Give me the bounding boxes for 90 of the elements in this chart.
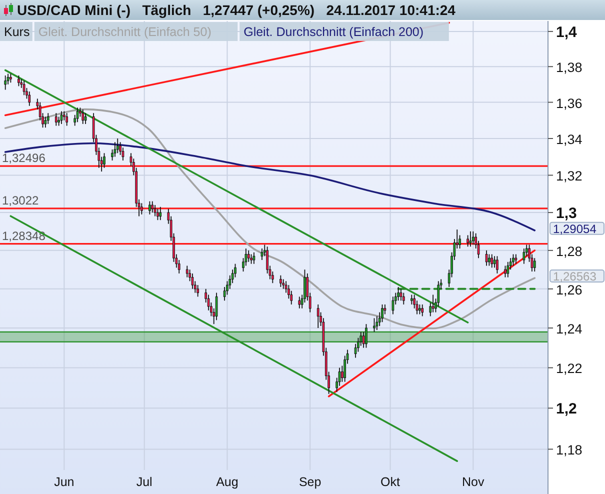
candlestick [493, 256, 496, 268]
x-tick-label: Aug [216, 475, 238, 489]
y-tick-label: 1,32 [556, 168, 582, 184]
candlestick [472, 230, 474, 246]
x-tick-label: Jun [54, 475, 74, 489]
y-tick-label: 1,24 [556, 322, 583, 337]
annotation: 1,26563 [553, 270, 597, 284]
candlestick [46, 112, 50, 124]
line-series [4, 142, 536, 232]
candlestick [490, 254, 494, 268]
candlestick [250, 254, 252, 264]
candlestick [66, 112, 68, 126]
y-tick-label: 1,2 [556, 400, 577, 418]
candlestick [84, 112, 87, 124]
candlestick [140, 202, 143, 215]
candlestick [397, 286, 400, 302]
text: Kurs [4, 25, 30, 39]
y-tick-label: 1,28 [556, 244, 582, 259]
candlestick [514, 254, 518, 264]
candlestick [432, 294, 434, 313]
candlestick [512, 254, 514, 266]
text: Gleit. Durchschnitt (Einfach 50) [38, 25, 212, 39]
x-tick-label: Nov [462, 475, 486, 489]
candlestick [533, 258, 536, 272]
candlestick [60, 110, 63, 124]
candlestick [469, 230, 472, 248]
candlestick [400, 288, 402, 302]
candlestick [488, 254, 490, 266]
candlestick [496, 256, 498, 274]
candlestick [381, 304, 384, 323]
y-tick-label: 1,22 [556, 361, 582, 376]
candlestick [466, 234, 469, 248]
candlestick [376, 316, 378, 330]
candlestick [22, 80, 26, 96]
ref-line-label: 1,32496 [2, 151, 46, 166]
candlestick [18, 75, 20, 87]
x-tick-label: Okt [380, 475, 401, 489]
candlestick [316, 304, 320, 328]
x-tick-label: Sep [298, 475, 322, 489]
candlestick [186, 265, 188, 278]
text: Gleit. Durchschnitt (Einfach 200) [244, 25, 424, 39]
candlestick [4, 75, 7, 90]
candlestick [159, 206, 162, 221]
candlestick [506, 261, 510, 278]
candlestick [154, 204, 156, 217]
candlestick [82, 109, 84, 124]
candlestick [114, 142, 116, 158]
candlestick [280, 274, 282, 288]
candlestick [103, 152, 106, 168]
candlestick [402, 292, 405, 305]
candlestick [76, 107, 79, 123]
candlestick [252, 252, 256, 264]
candlestick [410, 294, 413, 305]
candlestick [260, 248, 264, 260]
candlestick [148, 200, 151, 215]
candlestick [522, 248, 526, 264]
candlestick [418, 304, 421, 315]
y-tick-label: 1,34 [556, 132, 583, 147]
candlestick [373, 318, 376, 332]
candlestick [504, 265, 506, 278]
candlestick [392, 296, 394, 315]
y-tick-label: 1,4 [556, 24, 578, 41]
candlestick [215, 292, 218, 321]
candlestick [28, 91, 31, 106]
chart-title: USD/CAD Mini (-) Täglich 1,27447 (+0,25%) 24.11.2017 10:41:24 [17, 2, 456, 18]
y-tick-label: 1,36 [556, 96, 582, 111]
candlestick [116, 138, 119, 154]
candlestick [282, 278, 285, 290]
ref-line-label: 1,3022 [2, 193, 40, 208]
x-tick-label: Jul [136, 475, 152, 489]
candlestick [54, 112, 58, 126]
candlestick [365, 324, 368, 348]
candlestick [196, 284, 199, 298]
line-series [4, 108, 536, 330]
candlestick [191, 272, 194, 290]
candlestick [362, 332, 365, 348]
annotation: 1,29054 [553, 222, 597, 236]
candlestick [384, 304, 386, 315]
candlestick [421, 304, 424, 317]
ref-line-label: 1,28348 [2, 228, 46, 243]
y-tick-label: 1,38 [556, 60, 582, 76]
candlestick [156, 208, 159, 221]
candlestick [485, 250, 488, 266]
candlestick [247, 250, 250, 262]
candlestick [44, 116, 47, 128]
y-tick-label: 1,18 [556, 442, 582, 458]
candlestick [298, 296, 301, 309]
y-tick-label: 1,3 [556, 205, 577, 222]
y-tick-label: 1,26 [556, 282, 582, 298]
candlestick [151, 200, 154, 213]
